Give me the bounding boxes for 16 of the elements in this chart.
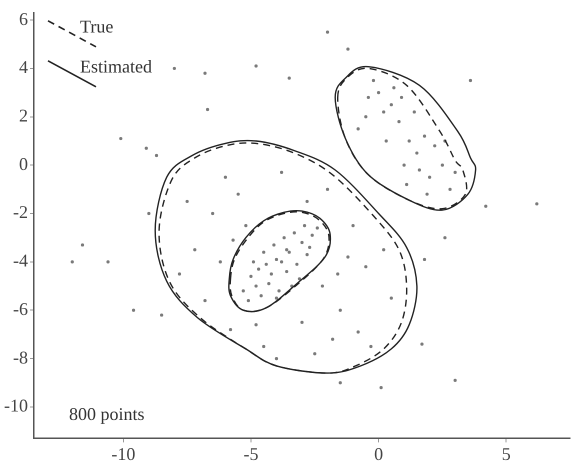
x-tick-label: 0 — [374, 444, 384, 464]
x-tick-label: 5 — [502, 444, 511, 464]
y-tick-label: -2 — [12, 202, 28, 222]
y-tick-label: 6 — [18, 8, 28, 29]
y-tick-label: -10 — [4, 396, 28, 416]
annotation: True — [80, 16, 114, 37]
annotation: Estimated — [80, 56, 152, 77]
y-tick-label: 2 — [18, 106, 28, 126]
y-tick-label: -4 — [12, 250, 28, 271]
y-tick-label: 0 — [18, 154, 28, 174]
y-tick-label: -8 — [12, 347, 28, 368]
x-tick-label: -5 — [243, 444, 258, 464]
y-tick-label: -6 — [12, 298, 28, 319]
y-tick-label: 4 — [18, 57, 28, 78]
x-tick-label: -10 — [111, 444, 136, 464]
annotation: 800 points — [68, 404, 145, 424]
